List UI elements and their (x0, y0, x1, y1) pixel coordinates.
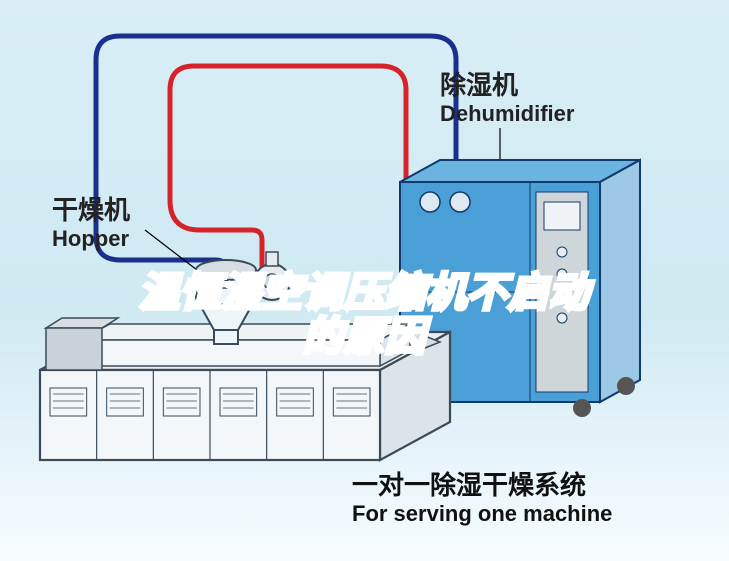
label-dehumidifier-en: Dehumidifier (440, 101, 574, 127)
label-system-en: For serving one machine (352, 501, 612, 527)
label-hopper-cn: 干燥机 (52, 195, 130, 226)
diagram-stage: 除湿机 Dehumidifier 干燥机 Hopper 一对一除湿干燥系统 Fo… (0, 0, 729, 561)
label-system-cn: 一对一除湿干燥系统 (352, 470, 612, 501)
label-hopper: 干燥机 Hopper (52, 195, 130, 253)
label-dehumidifier: 除湿机 Dehumidifier (440, 70, 574, 128)
label-hopper-en: Hopper (52, 226, 130, 252)
overlay-text-2: 的原因 (301, 304, 428, 362)
overlay-line-2: 的原因 (0, 304, 729, 362)
label-system: 一对一除湿干燥系统 For serving one machine (352, 470, 612, 528)
label-dehumidifier-cn: 除湿机 (440, 70, 574, 101)
